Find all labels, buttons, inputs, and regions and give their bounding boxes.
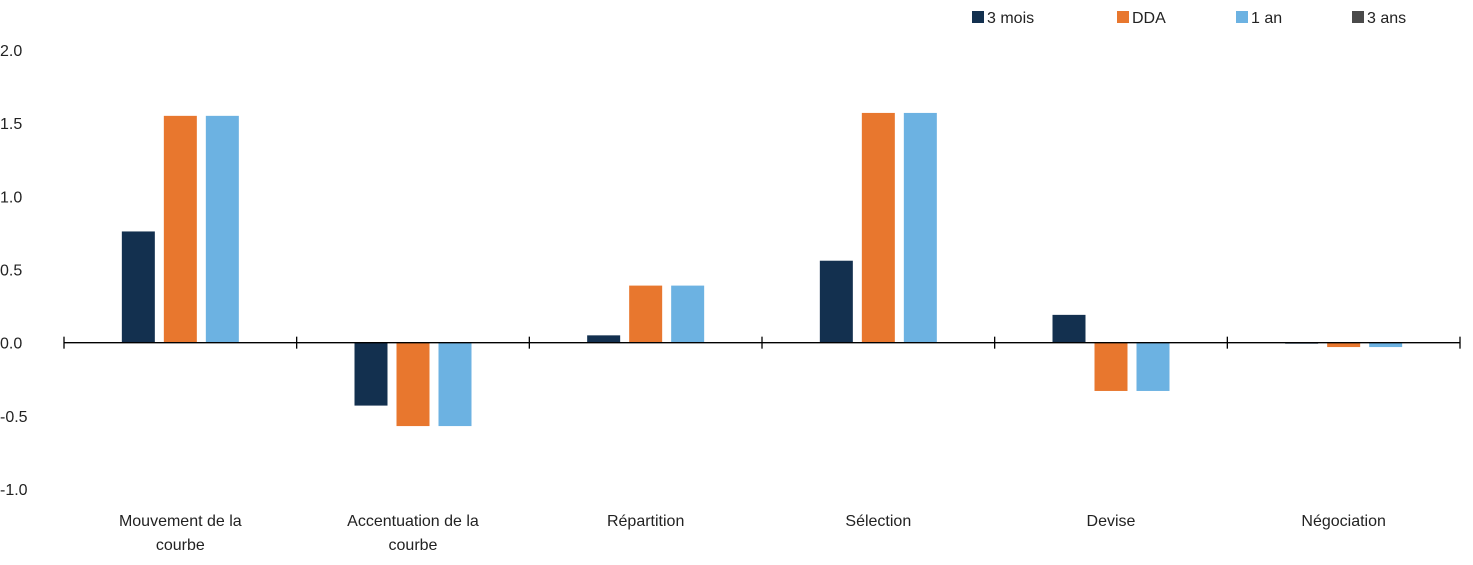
x-tick-label: Devise — [1087, 513, 1136, 530]
bar-dda-0 — [163, 115, 197, 343]
legend-swatch — [972, 11, 984, 23]
bar-1-an-1 — [438, 342, 472, 427]
bar-dda-5 — [1327, 342, 1361, 348]
bar-dda-1 — [396, 342, 430, 427]
x-tick-label: courbe — [156, 537, 205, 554]
x-tick-label: Accentuation de la — [347, 513, 479, 530]
y-tick-label: -1.0 — [0, 482, 28, 499]
y-tick-label: 0.5 — [0, 263, 22, 280]
x-tick-label: Mouvement de la — [119, 513, 242, 530]
x-tick-label: courbe — [389, 537, 438, 554]
bar-1-an-4 — [1136, 342, 1170, 391]
x-tick-label: Sélection — [845, 513, 911, 530]
bar-1-an-0 — [205, 115, 239, 343]
legend-swatch — [1352, 11, 1364, 23]
y-tick-label: 1.5 — [0, 116, 22, 133]
x-tick-label: Négociation — [1301, 513, 1386, 530]
legend-label: DDA — [1132, 10, 1166, 27]
bars — [121, 112, 1403, 427]
bar-dda-2 — [629, 285, 663, 343]
bar-dda-4 — [1094, 342, 1128, 391]
legend: 3 mois DDA 1 an 3 ans — [972, 10, 1406, 27]
y-tick-label: -0.5 — [0, 409, 28, 426]
bar-1-an-2 — [671, 285, 705, 343]
x-tick-label: Répartition — [607, 513, 684, 530]
legend-swatch — [1236, 11, 1248, 23]
bar-3-mois-1 — [354, 342, 388, 406]
y-tick-label: 0.0 — [0, 336, 22, 353]
bar-3-mois-0 — [121, 231, 155, 343]
bar-1-an-3 — [903, 112, 937, 343]
legend-label: 3 mois — [987, 10, 1034, 27]
bar-3-mois-4 — [1052, 314, 1086, 343]
y-axis: 2.0 1.5 1.0 0.5 0.0 -0.5 -1.0 — [0, 43, 28, 499]
bar-3-mois-3 — [819, 260, 853, 343]
y-tick-label: 2.0 — [0, 43, 22, 60]
y-tick-label: 1.0 — [0, 189, 22, 206]
legend-swatch — [1117, 11, 1129, 23]
bar-1-an-5 — [1369, 342, 1403, 348]
x-axis: Mouvement de la courbe Accentuation de la c… — [63, 336, 1461, 554]
bar-dda-3 — [861, 112, 895, 343]
legend-label: 3 ans — [1367, 10, 1406, 27]
legend-label: 1 an — [1251, 10, 1282, 27]
bar-3-mois-2 — [587, 335, 621, 343]
